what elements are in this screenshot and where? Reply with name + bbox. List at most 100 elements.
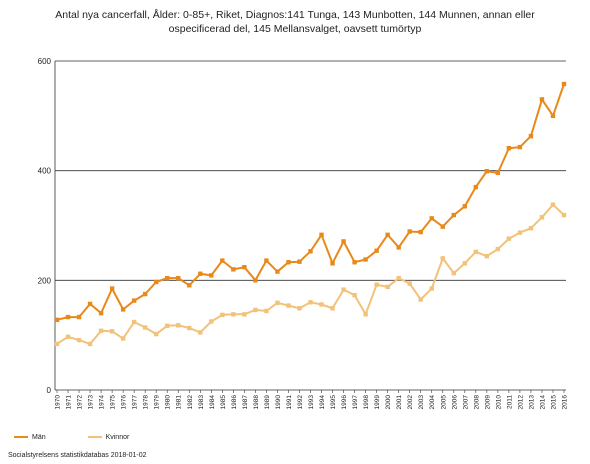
data-point-series-1 [374,282,379,287]
x-tick-label: 1975 [110,395,117,410]
x-tick-label: 1973 [88,395,95,410]
data-point-series-0 [87,301,93,307]
x-tick-label: 1983 [198,395,205,410]
data-point-series-1 [131,319,137,325]
data-point-series-0 [120,307,126,312]
data-point-series-1 [561,212,567,218]
data-point-series-1 [65,334,71,340]
legend: Män Kvinnor [14,433,169,441]
x-tick-label: 2011 [506,395,513,409]
data-point-series-0 [187,283,192,288]
data-point-series-0 [209,273,214,278]
data-point-series-1 [187,325,192,331]
data-point-series-1 [242,312,247,317]
x-tick-label: 2014 [539,395,546,410]
data-point-series-1 [407,281,412,286]
y-tick-label: 600 [38,57,52,66]
data-point-series-0 [297,259,302,264]
x-tick-label: 2009 [484,395,491,410]
data-point-series-1 [253,307,258,313]
legend-swatch-kvinnor [87,436,102,438]
source-note: Socialstyrelsens statistikdatabas 2018-0… [8,452,147,459]
x-tick-label: 1999 [374,395,381,410]
data-point-series-1 [231,312,236,317]
data-point-series-0 [462,204,468,209]
data-point-series-0 [165,275,170,281]
x-tick-label: 1996 [341,395,348,410]
data-point-series-1 [539,215,545,220]
data-point-series-1 [418,297,423,302]
data-point-series-1 [550,202,556,207]
data-point-series-0 [429,216,434,221]
x-tick-label: 1998 [363,395,370,410]
data-point-series-0 [264,258,269,263]
data-point-series-1 [330,306,335,311]
data-point-series-0 [275,269,280,274]
y-tick-label: 400 [38,167,52,176]
x-tick-label: 2001 [396,395,403,410]
x-tick-label: 1982 [187,395,194,410]
x-tick-label: 1978 [143,395,150,410]
data-point-series-0 [473,184,479,190]
chart-title: Antal nya cancerfall, Ålder: 0-85+, Rike… [0,8,590,36]
data-point-series-1 [484,254,490,259]
x-tick-label: 1984 [209,395,216,410]
data-point-series-0 [385,232,390,238]
data-point-series-1 [176,323,181,328]
data-point-series-0 [54,317,60,323]
data-point-series-1 [506,236,512,241]
data-point-series-1 [396,275,401,281]
legend-item-kvinnor[interactable]: Kvinnor [87,434,129,441]
x-tick-label: 2016 [562,395,569,410]
data-point-series-0 [374,248,379,253]
data-point-series-1 [286,303,291,308]
data-point-series-1 [264,308,269,314]
y-tick-label: 0 [47,386,52,395]
chart-title-line-1: Antal nya cancerfall, Ålder: 0-85+, Rike… [55,9,535,21]
x-tick-label: 1990 [275,395,282,410]
data-point-series-0 [440,224,445,229]
data-point-series-0 [153,279,159,285]
data-point-series-1 [352,292,357,298]
data-point-series-0 [286,260,291,265]
data-point-series-1 [87,341,93,347]
data-point-series-0 [539,97,545,102]
x-tick-label: 1986 [231,395,238,410]
data-point-series-0 [451,212,456,218]
data-point-series-1 [98,328,104,333]
x-tick-label: 1971 [66,395,73,410]
legend-item-man[interactable]: Män [14,434,46,441]
x-tick-label: 1972 [77,395,84,410]
data-point-series-1 [220,312,225,318]
legend-label-man: Män [32,433,46,441]
data-point-series-1 [385,284,390,290]
data-point-series-1 [165,323,170,329]
data-point-series-0 [65,314,71,320]
data-point-series-0 [484,169,490,174]
data-point-series-0 [418,229,423,235]
x-tick-label: 2007 [462,395,469,410]
data-point-series-1 [429,286,434,291]
data-point-series-1 [440,256,445,261]
data-point-series-0 [495,170,501,176]
series-line-0 [56,83,565,321]
x-tick-label: 1979 [154,395,161,410]
x-tick-label: 2002 [407,395,414,410]
data-point-series-1 [142,325,148,330]
data-point-series-1 [319,302,324,307]
data-point-series-1 [275,300,280,306]
data-point-series-0 [176,275,181,281]
data-point-series-0 [231,267,236,272]
data-point-series-0 [352,260,357,265]
data-point-series-1 [308,300,313,305]
x-tick-label: 1977 [132,395,139,410]
x-tick-label: 1974 [99,395,106,410]
x-tick-label: 1992 [297,395,304,410]
data-point-series-0 [363,257,368,262]
data-point-series-0 [98,311,104,316]
data-point-series-1 [473,249,479,255]
data-point-series-0 [528,133,534,139]
data-point-series-1 [363,312,368,317]
data-point-series-0 [319,232,324,238]
